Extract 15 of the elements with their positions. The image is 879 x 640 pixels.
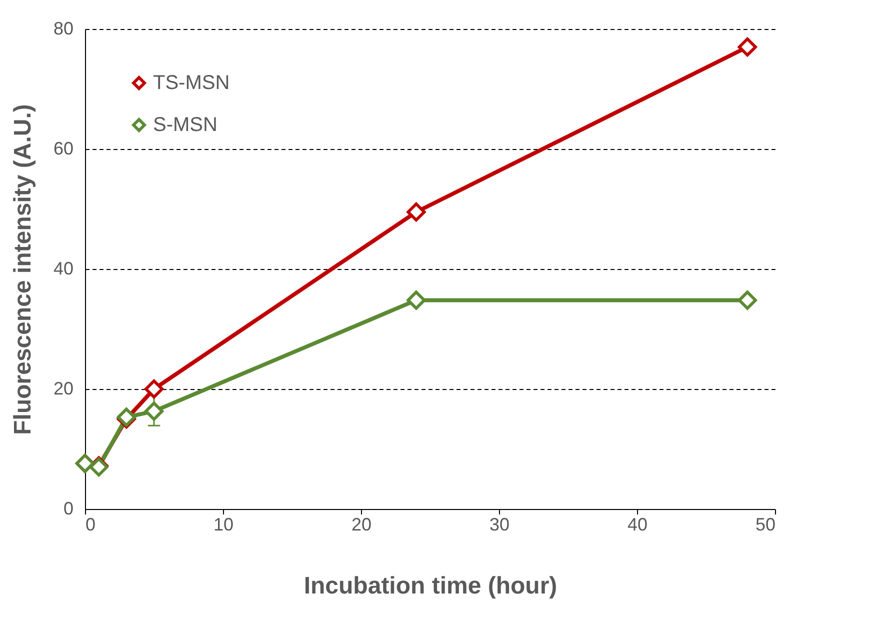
x-axis-title: Incubation time (hour) (304, 572, 558, 600)
x-tick-label: 40 (627, 514, 648, 534)
legend-label: TS-MSN (153, 72, 230, 94)
x-tick-label: 10 (213, 514, 234, 534)
x-tick-label: 0 (86, 514, 96, 534)
y-tick-label: 60 (53, 138, 74, 158)
legend-label: S-MSN (153, 114, 218, 136)
x-tick-label: 30 (489, 514, 510, 534)
y-tick-label: 80 (53, 18, 74, 38)
y-tick-label: 20 (53, 378, 74, 398)
y-tick-label: 40 (53, 258, 74, 278)
y-tick-label: 0 (63, 498, 74, 518)
y-axis-title: Fluorescence intensity (A.U.) (9, 104, 36, 435)
x-tick-label: 20 (351, 514, 372, 534)
x-tick-label: 50 (755, 514, 776, 534)
